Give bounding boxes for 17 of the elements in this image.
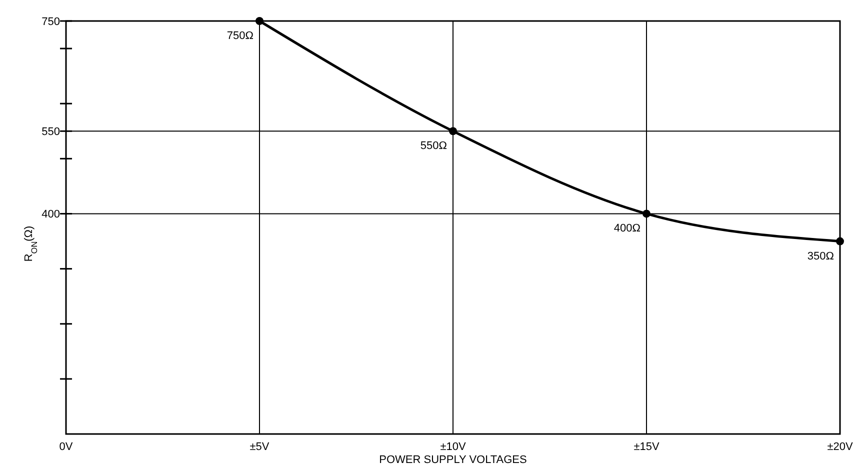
y-tick-label: 750 (42, 16, 60, 28)
x-tick-label: 0V (59, 441, 74, 453)
y-tick-label: 400 (42, 208, 60, 221)
point (836, 237, 844, 246)
x-axis-title: POWER SUPPLY VOLTAGES (379, 454, 527, 466)
x-tick-label: ±5V (250, 441, 270, 453)
x-tick-label: ±20V (827, 441, 854, 453)
point (256, 17, 264, 25)
x-tick-label: ±10V (440, 441, 466, 453)
data-label: 400Ω (614, 222, 640, 235)
data-label: 550Ω (420, 140, 447, 152)
data-label: 750Ω (226, 30, 254, 42)
x-tick-label: ±15V (634, 441, 660, 453)
y-tick-label: 550 (42, 126, 60, 138)
point (449, 127, 457, 136)
point (642, 210, 650, 218)
data-label: 350Ω (807, 250, 834, 262)
